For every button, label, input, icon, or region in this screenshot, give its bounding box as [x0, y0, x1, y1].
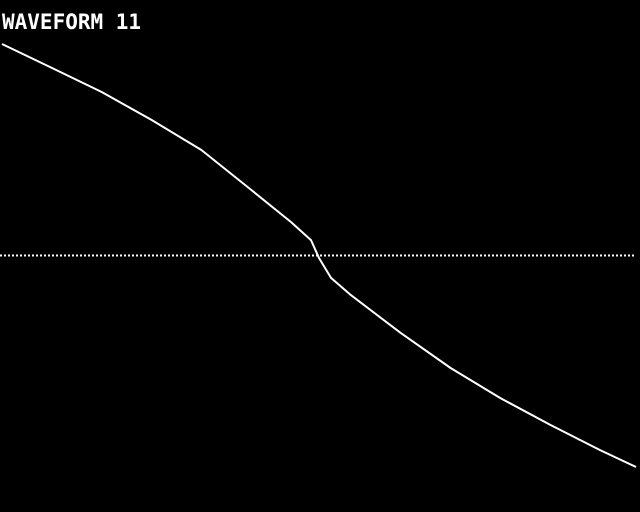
chart-title: WAVEFORM 11 [2, 10, 141, 34]
waveform [1, 43, 637, 468]
